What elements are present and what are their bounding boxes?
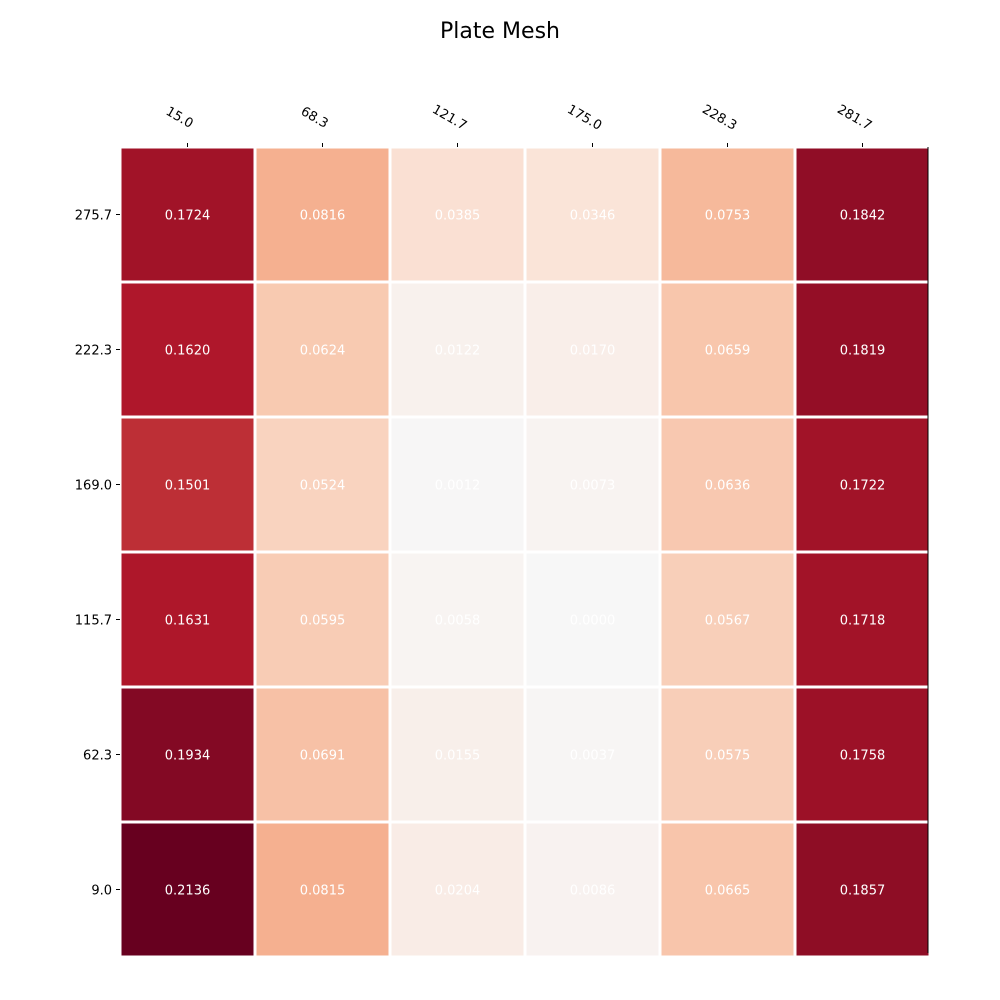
cell-value-label: 0.0073 <box>570 479 616 494</box>
heatmap-cell <box>526 283 659 416</box>
heatmap-cell <box>796 553 929 686</box>
cell-value-label: 0.1819 <box>840 344 886 359</box>
heatmap-cell <box>391 823 524 956</box>
cell-value-label: 0.1722 <box>840 479 886 494</box>
x-tick-label: 228.3 <box>699 102 739 134</box>
heatmap-cell <box>121 283 254 416</box>
heatmap-cell <box>661 148 794 281</box>
cell-value-label: 0.0346 <box>570 209 616 224</box>
cell-value-label: 0.0012 <box>435 479 481 494</box>
cell-value-label: 0.0753 <box>705 209 751 224</box>
heatmap-cell <box>256 688 389 821</box>
y-tick-label: 275.7 <box>75 209 112 224</box>
cell-value-label: 0.1758 <box>840 749 886 764</box>
heatmap-cell <box>526 823 659 956</box>
heatmap-cell <box>661 553 794 686</box>
heatmap-cell <box>256 823 389 956</box>
x-tick-label: 175.0 <box>564 102 604 134</box>
heatmap-cell <box>661 418 794 551</box>
cell-value-label: 0.0122 <box>435 344 481 359</box>
chart-title: Plate Mesh <box>440 19 560 44</box>
cell-value-label: 0.1934 <box>165 749 211 764</box>
heatmap-cell <box>661 823 794 956</box>
heatmap-cell <box>661 283 794 416</box>
heatmap-cell <box>121 148 254 281</box>
heatmap-cell <box>391 283 524 416</box>
heatmap-cells: 0.1724 0.0816 0.0385 0.0346 0.0753 0.1842 0.16… <box>121 148 929 956</box>
cell-value-label: 0.1501 <box>165 479 211 494</box>
heatmap-cell <box>796 283 929 416</box>
cell-value-label: 0.0691 <box>300 749 346 764</box>
cell-value-label: 0.1718 <box>840 614 886 629</box>
heatmap-cell <box>526 553 659 686</box>
heatmap-cell <box>796 148 929 281</box>
heatmap-cell <box>391 148 524 281</box>
cell-value-label: 0.1631 <box>165 614 211 629</box>
x-tick-label: 281.7 <box>834 102 874 134</box>
heatmap-cell <box>796 688 929 821</box>
heatmap-cell <box>121 688 254 821</box>
cell-value-label: 0.0815 <box>300 884 346 899</box>
heatmap-cell <box>121 418 254 551</box>
cell-value-label: 0.0086 <box>570 884 616 899</box>
heatmap-cell <box>391 418 524 551</box>
cell-value-label: 0.0624 <box>300 344 346 359</box>
cell-value-label: 0.0058 <box>435 614 481 629</box>
heatmap-cell <box>661 688 794 821</box>
heatmap-cell <box>526 148 659 281</box>
cell-value-label: 0.0524 <box>300 479 346 494</box>
x-tick-label: 121.7 <box>429 102 469 134</box>
cell-value-label: 0.0816 <box>300 209 346 224</box>
x-axis: 15.0 68.3 121.7 175.0 228.3 281.7 <box>163 102 874 147</box>
cell-value-label: 0.0595 <box>300 614 346 629</box>
cell-value-label: 0.0575 <box>705 749 751 764</box>
heatmap-cell <box>391 553 524 686</box>
cell-value-label: 0.0659 <box>705 344 751 359</box>
cell-value-label: 0.0385 <box>435 209 481 224</box>
y-tick-label: 9.0 <box>91 884 112 899</box>
heatmap-cell <box>256 553 389 686</box>
y-tick-label: 169.0 <box>75 479 112 494</box>
heatmap-cell <box>796 823 929 956</box>
cell-value-label: 0.0000 <box>570 614 616 629</box>
cell-value-label: 0.0636 <box>705 479 751 494</box>
cell-value-label: 0.2136 <box>165 884 211 899</box>
x-tick-label: 68.3 <box>298 104 331 131</box>
cell-value-label: 0.1620 <box>165 344 211 359</box>
cell-value-label: 0.1724 <box>165 209 211 224</box>
cell-value-label: 0.0567 <box>705 614 751 629</box>
heatmap-cell <box>256 148 389 281</box>
cell-value-label: 0.0204 <box>435 884 481 899</box>
y-axis: 275.7 222.3 169.0 115.7 62.3 9.0 <box>75 209 120 899</box>
y-tick-label: 115.7 <box>75 614 112 629</box>
y-tick-label: 222.3 <box>75 344 112 359</box>
x-tick-label: 15.0 <box>163 104 196 131</box>
cell-value-label: 0.1842 <box>840 209 886 224</box>
cell-value-label: 0.0665 <box>705 884 751 899</box>
cell-value-label: 0.0037 <box>570 749 616 764</box>
y-tick-label: 62.3 <box>83 749 112 764</box>
heatmap-cell <box>796 418 929 551</box>
cell-value-label: 0.1857 <box>840 884 886 899</box>
heatmap-cell <box>256 418 389 551</box>
cell-value-label: 0.0155 <box>435 749 481 764</box>
heatmap-cell <box>121 553 254 686</box>
heatmap-cell <box>121 823 254 956</box>
heatmap-cell <box>526 418 659 551</box>
cell-value-label: 0.0170 <box>570 344 616 359</box>
heatmap-cell <box>256 283 389 416</box>
heatmap-cell <box>391 688 524 821</box>
heatmap-cell <box>526 688 659 821</box>
